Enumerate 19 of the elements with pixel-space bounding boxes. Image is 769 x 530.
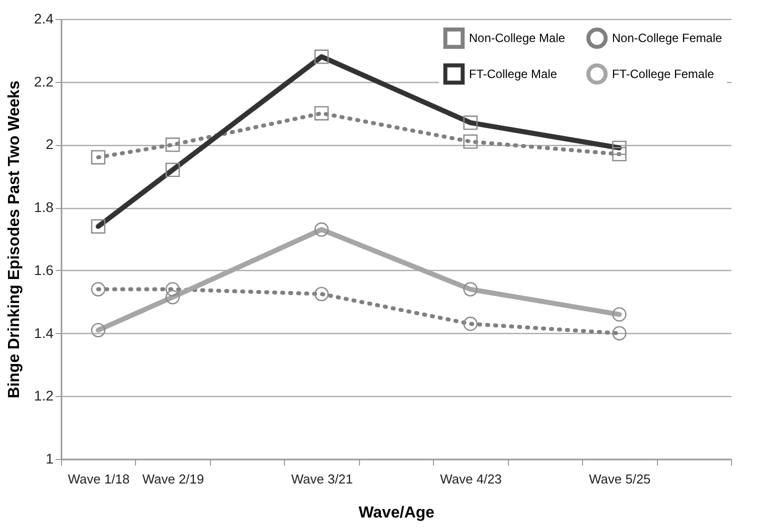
- y-tick-label: 1.2: [34, 388, 54, 404]
- y-tick-label: 2: [46, 136, 54, 152]
- y-tick-label: 1.8: [34, 199, 54, 216]
- legend-label: Non-College Female: [612, 31, 722, 46]
- legend-label: FT-College Male: [469, 67, 558, 81]
- x-tick-label: Wave 4/23: [440, 472, 502, 486]
- x-tick-label: Wave 5/25: [588, 472, 651, 486]
- x-tick-label: Wave 2/19: [142, 472, 204, 486]
- y-tick-label: 1: [46, 450, 54, 466]
- y-tick-label: 2.4: [34, 10, 54, 26]
- x-axis-title: Wave/Age: [358, 504, 435, 522]
- legend-label: FT-College Female: [612, 67, 714, 81]
- y-tick-label: 2.2: [34, 73, 54, 90]
- x-tick-label: Wave 1/18: [68, 472, 130, 486]
- y-tick-label: 1.4: [34, 324, 54, 341]
- y-tick-label: 1.6: [34, 262, 54, 278]
- y-axis-title: Binge Drinking Episodes Past Two Weeks: [6, 80, 24, 398]
- x-tick-label: Wave 3/21: [291, 472, 353, 486]
- legend-label: Non-College Male: [469, 31, 566, 46]
